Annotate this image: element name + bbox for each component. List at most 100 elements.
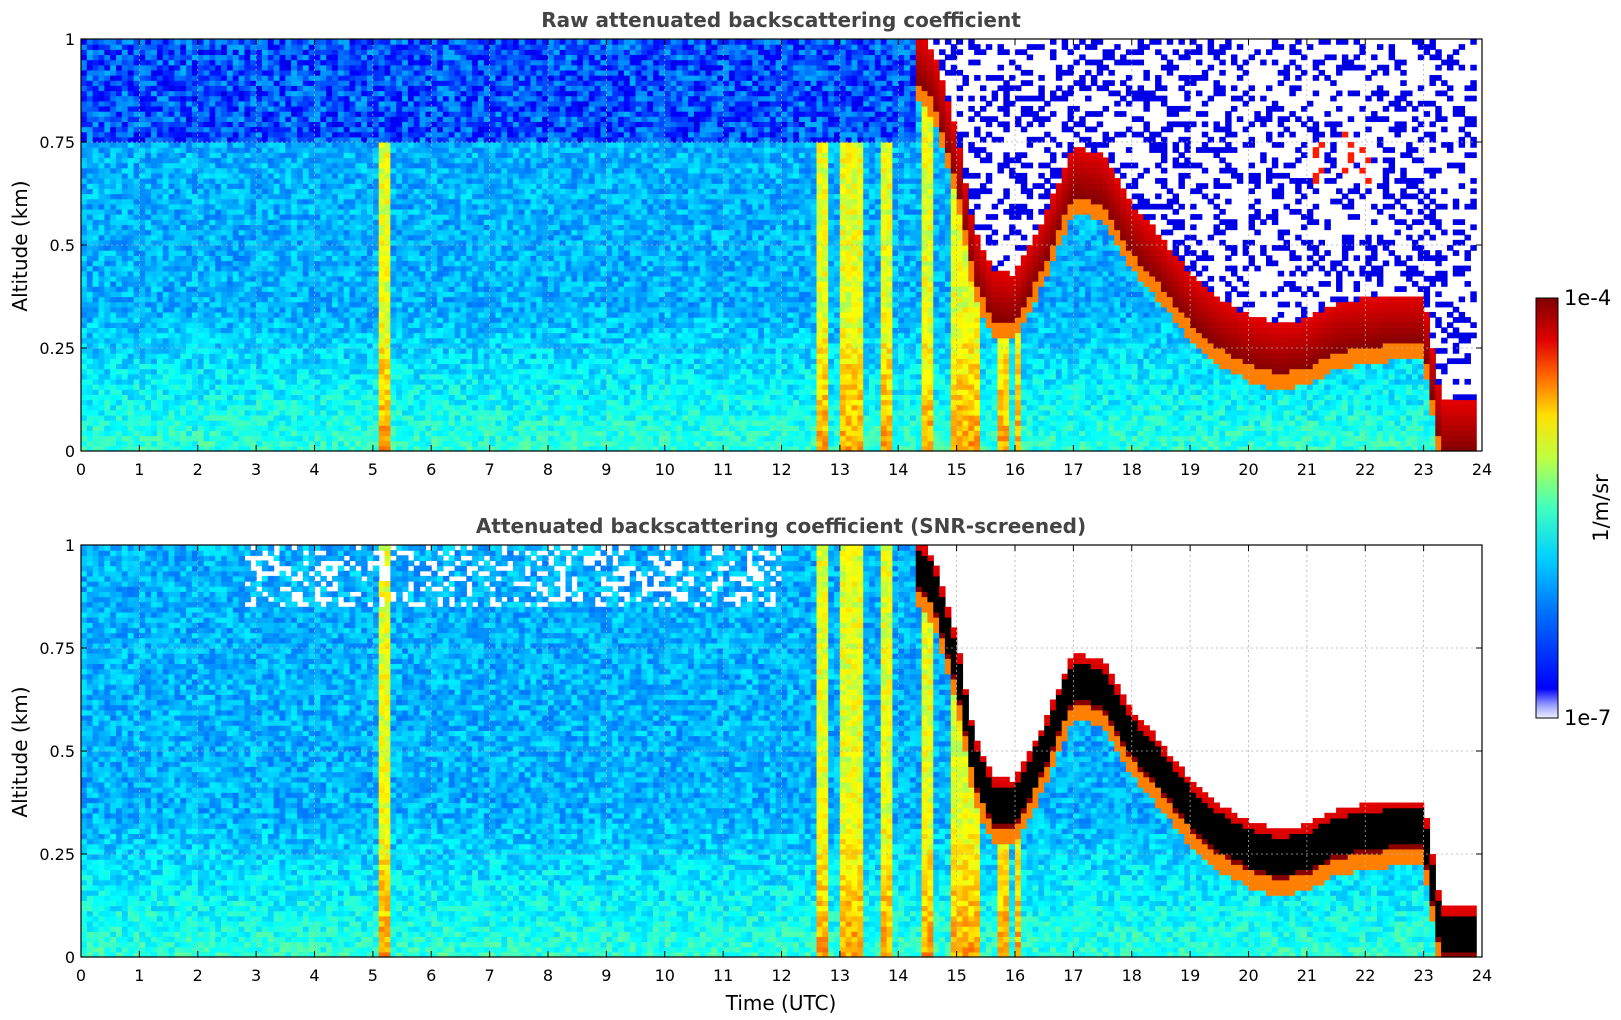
- heatmap-cell: [320, 49, 326, 55]
- heatmap-cell: [262, 338, 268, 344]
- heatmap-cell: [396, 80, 402, 86]
- heatmap-cell: [320, 286, 326, 292]
- heatmap-cell: [390, 194, 396, 200]
- heatmap-cell: [297, 369, 303, 375]
- heatmap-cell: [326, 70, 332, 76]
- heatmap-cell: [157, 333, 163, 339]
- heatmap-cell: [385, 101, 391, 107]
- heatmap-cell: [443, 430, 449, 436]
- heatmap-cell: [355, 353, 361, 359]
- heatmap-cell: [256, 96, 262, 102]
- heatmap-cell: [104, 322, 110, 328]
- heatmap-cell: [233, 230, 239, 236]
- heatmap-cell: [373, 276, 379, 282]
- heatmap-cell: [139, 168, 145, 174]
- heatmap-cell: [221, 44, 227, 50]
- heatmap-cell: [227, 111, 233, 117]
- heatmap-cell: [420, 271, 426, 277]
- heatmap-cell: [256, 322, 262, 328]
- heatmap-cell: [315, 307, 321, 313]
- heatmap-cell: [128, 178, 134, 184]
- heatmap-cell: [93, 183, 99, 189]
- heatmap-cell: [355, 276, 361, 282]
- heatmap-cell: [396, 85, 402, 91]
- heatmap-cell: [338, 266, 344, 272]
- heatmap-cell: [151, 65, 157, 71]
- heatmap-cell: [303, 96, 309, 102]
- heatmap-cell: [239, 317, 245, 323]
- heatmap-cell: [180, 85, 186, 91]
- heatmap-cell: [379, 384, 385, 390]
- heatmap-cell: [338, 91, 344, 97]
- heatmap-cell: [256, 420, 262, 426]
- heatmap-cell: [285, 101, 291, 107]
- heatmap-cell: [99, 91, 105, 97]
- heatmap-cell: [402, 358, 408, 364]
- heatmap-cell: [116, 235, 122, 241]
- heatmap-cell: [396, 374, 402, 380]
- heatmap-cell: [303, 163, 309, 169]
- heatmap-cell: [414, 379, 420, 385]
- heatmap-cell: [338, 163, 344, 169]
- heatmap-cell: [122, 91, 128, 97]
- heatmap-cell: [110, 209, 116, 215]
- heatmap-cell: [122, 163, 128, 169]
- heatmap-cell: [233, 157, 239, 163]
- heatmap-cell: [157, 230, 163, 236]
- heatmap-cell: [379, 250, 385, 256]
- heatmap-cell: [379, 271, 385, 277]
- heatmap-cell: [157, 281, 163, 287]
- heatmap-cell: [209, 286, 215, 292]
- heatmap-cell: [402, 121, 408, 127]
- heatmap-cell: [151, 276, 157, 282]
- heatmap-cell: [379, 291, 385, 297]
- heatmap-cell: [104, 245, 110, 251]
- heatmap-cell: [437, 384, 443, 390]
- heatmap-cell: [385, 147, 391, 153]
- heatmap-cell: [198, 70, 204, 76]
- heatmap-cell: [227, 209, 233, 215]
- heatmap-cell: [420, 363, 426, 369]
- heatmap-cell: [279, 199, 285, 205]
- heatmap-cell: [81, 338, 87, 344]
- heatmap-cell: [110, 147, 116, 153]
- heatmap-cell: [291, 224, 297, 230]
- heatmap-cell: [233, 441, 239, 447]
- heatmap-cell: [139, 302, 145, 308]
- heatmap-cell: [104, 271, 110, 277]
- heatmap-cell: [396, 142, 402, 148]
- heatmap-cell: [122, 235, 128, 241]
- heatmap-cell: [99, 106, 105, 112]
- heatmap-cell: [209, 384, 215, 390]
- heatmap-cell: [87, 363, 93, 369]
- heatmap-cell: [402, 39, 408, 45]
- heatmap-cell: [431, 142, 437, 148]
- heatmap-cell: [350, 245, 356, 251]
- heatmap-cell: [373, 410, 379, 416]
- heatmap-cell: [233, 39, 239, 45]
- heatmap-cell: [285, 405, 291, 411]
- heatmap-cell: [431, 415, 437, 421]
- heatmap-cell: [361, 44, 367, 50]
- heatmap-cell: [122, 245, 128, 251]
- heatmap-cell: [350, 322, 356, 328]
- heatmap-cell: [373, 111, 379, 117]
- heatmap-cell: [315, 271, 321, 277]
- heatmap-cell: [180, 291, 186, 297]
- heatmap-cell: [390, 312, 396, 318]
- heatmap-cell: [396, 297, 402, 303]
- heatmap-cell: [244, 307, 250, 313]
- heatmap-cell: [361, 430, 367, 436]
- heatmap-cell: [81, 333, 87, 339]
- heatmap-cell: [81, 194, 87, 200]
- heatmap-cell: [151, 369, 157, 375]
- heatmap-cell: [408, 152, 414, 158]
- heatmap-cell: [274, 54, 280, 60]
- heatmap-cell: [87, 80, 93, 86]
- heatmap-cell: [315, 430, 321, 436]
- heatmap-cell: [297, 214, 303, 220]
- heatmap-cell: [227, 276, 233, 282]
- heatmap-cell: [87, 111, 93, 117]
- heatmap-cell: [233, 224, 239, 230]
- heatmap-cell: [338, 374, 344, 380]
